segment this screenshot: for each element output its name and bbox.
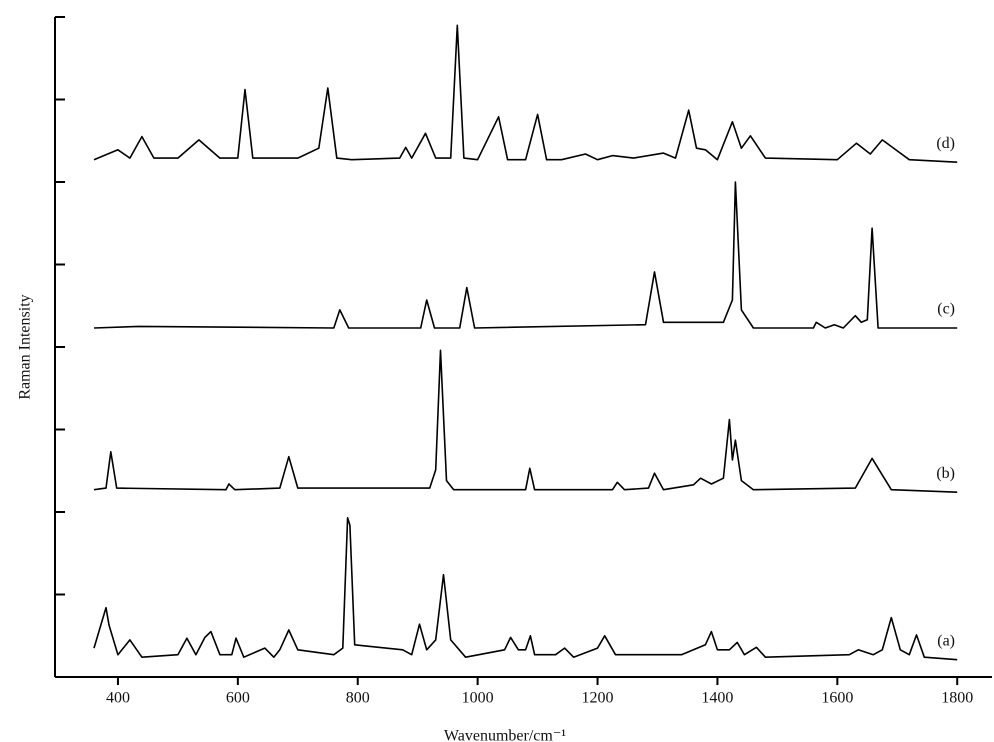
x-tick-label: 400 — [106, 690, 130, 707]
series-label: (c) — [937, 301, 955, 318]
x-tick-label: 600 — [226, 690, 250, 707]
x-tick-label: 1800 — [941, 690, 973, 707]
x-axis-title: Wavenumber/cm⁻¹ — [444, 728, 566, 742]
x-tick-label: 800 — [346, 690, 370, 707]
spectrum-line — [93, 24, 958, 163]
x-tick-label: 1600 — [821, 690, 853, 707]
y-axis-title: Raman Intensity — [17, 294, 34, 399]
spectrum-line — [93, 517, 958, 661]
series-label: (a) — [937, 632, 955, 649]
x-tick-label: 1400 — [701, 690, 733, 707]
series-label: (b) — [936, 465, 955, 482]
x-tick-label: 1000 — [462, 690, 494, 707]
spectrum-line — [93, 349, 958, 493]
x-tick-label: 1200 — [582, 690, 614, 707]
spectrum-line — [93, 181, 958, 329]
series-label: (d) — [936, 135, 955, 152]
